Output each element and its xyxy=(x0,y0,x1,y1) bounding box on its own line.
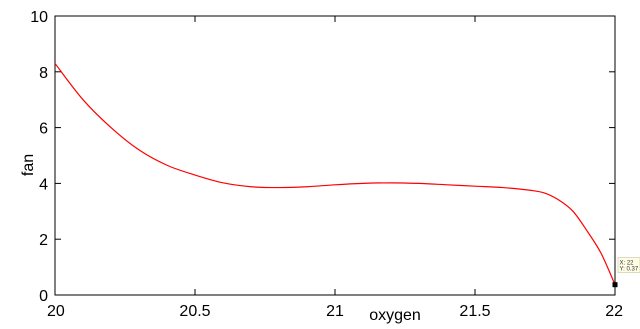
datatip-y-label: Y: 0.37 xyxy=(620,267,639,273)
series-line xyxy=(54,63,616,285)
plot-area xyxy=(54,15,616,296)
datatip-box xyxy=(617,257,640,273)
y-tick-label: 8 xyxy=(39,65,48,82)
y-tick-labels: 0 2 4 6 8 10 xyxy=(30,9,48,305)
y-tick-label: 0 xyxy=(39,288,48,305)
x-tick-label: 20 xyxy=(47,303,65,320)
y-tick-label: 10 xyxy=(30,9,48,26)
y-tick-label: 2 xyxy=(39,232,48,249)
y-axis-label: fan xyxy=(20,154,37,176)
datatip-x-label: X: 22 xyxy=(620,261,635,267)
y-tick-label: 4 xyxy=(39,176,48,193)
x-tick-label: 20.5 xyxy=(179,303,210,320)
x-tick-label: 22 xyxy=(605,303,623,320)
y-tick-label: 6 xyxy=(39,121,48,138)
x-tick-labels: 20 20.5 21 21.5 22 xyxy=(47,303,623,320)
datatip[interactable]: X: 22 Y: 0.37 xyxy=(612,257,640,288)
x-axis-label: oxygen xyxy=(369,307,421,324)
x-tick-label: 21.5 xyxy=(459,303,490,320)
axis-ticks xyxy=(54,15,616,296)
datatip-marker[interactable] xyxy=(612,282,618,288)
x-tick-label: 21 xyxy=(326,303,344,320)
